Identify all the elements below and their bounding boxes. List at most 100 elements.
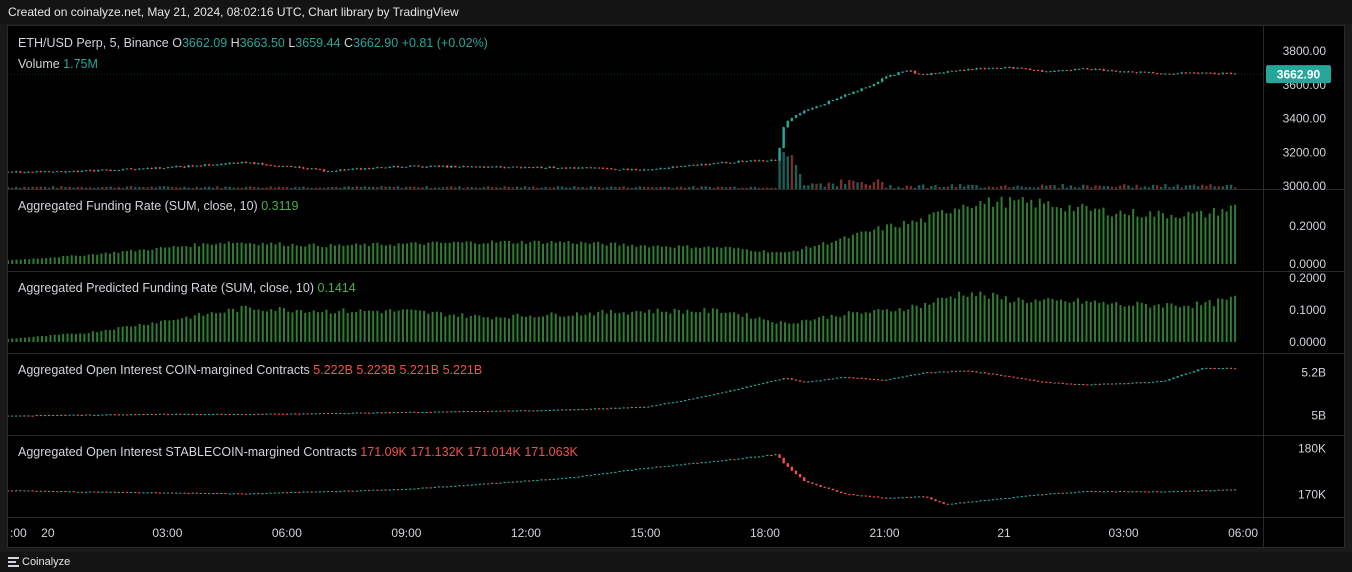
oi-stable-series bbox=[8, 454, 1237, 505]
oi-coin-candle bbox=[1016, 377, 1019, 379]
predicted-funding-bar bbox=[1200, 305, 1203, 342]
oi-coin-candle bbox=[856, 377, 859, 379]
funding-bar bbox=[325, 247, 328, 264]
price-candle bbox=[466, 166, 469, 168]
oi-coin-candle bbox=[885, 379, 888, 381]
funding-bar bbox=[1221, 208, 1224, 264]
oi-coin-candle bbox=[138, 414, 141, 416]
price-candle bbox=[1024, 68, 1028, 70]
oi-stable-candle bbox=[610, 472, 613, 474]
oi-stable-candle bbox=[967, 501, 970, 503]
oi-stable-candle bbox=[97, 491, 100, 493]
volume-bar bbox=[154, 187, 157, 189]
oi-stable-candle bbox=[909, 496, 913, 498]
price-candle bbox=[236, 162, 240, 164]
oi-coin-candle bbox=[819, 380, 822, 382]
predicted-funding-bar bbox=[491, 319, 494, 342]
oi-coin-candle bbox=[335, 412, 338, 414]
price-candle bbox=[917, 73, 921, 75]
predicted-funding-bar bbox=[915, 305, 918, 342]
funding-bar bbox=[486, 243, 489, 264]
oi-coin-candle bbox=[113, 414, 116, 416]
price-candle bbox=[388, 166, 391, 168]
predicted-funding-bar bbox=[902, 311, 905, 342]
oi-stable-candle bbox=[1053, 493, 1056, 495]
price-candle bbox=[162, 168, 166, 170]
price-candle bbox=[1205, 72, 1208, 74]
predicted-funding-bar bbox=[699, 312, 702, 342]
price-candle bbox=[207, 164, 211, 166]
chart-svg[interactable]: 3000.003200.003400.003600.003800.003662.… bbox=[8, 26, 1344, 547]
oi-stable-candle bbox=[384, 489, 387, 491]
volume-bar bbox=[880, 181, 884, 189]
volume-bar bbox=[314, 187, 318, 189]
oi-stable-candle bbox=[207, 493, 211, 495]
price-candle bbox=[675, 166, 679, 168]
volume-bar bbox=[474, 187, 478, 189]
volume-bar bbox=[166, 186, 170, 189]
oi-coin-candle bbox=[314, 413, 318, 415]
oi-stable-candle bbox=[92, 491, 96, 493]
predicted-funding-bar bbox=[32, 336, 35, 342]
oi-stable-candle bbox=[1217, 489, 1220, 491]
oi-coin-candle bbox=[117, 414, 121, 416]
volume-bar bbox=[289, 187, 293, 189]
volume-bar bbox=[963, 186, 966, 189]
funding-bar bbox=[367, 245, 370, 264]
volume-bar bbox=[113, 187, 116, 189]
funding-bar bbox=[597, 241, 600, 264]
oi-stable-candle bbox=[585, 475, 588, 477]
oi-stable-candle bbox=[552, 478, 556, 480]
funding-bar bbox=[614, 242, 617, 264]
chart-background bbox=[8, 26, 1344, 547]
oi-stable-candle bbox=[224, 493, 227, 495]
chart-container[interactable]: 3000.00 3200.00 3400.00 3600.00 3800.00 3662.… bbox=[7, 25, 1345, 548]
funding-bar bbox=[410, 242, 413, 264]
volume-bar bbox=[1036, 187, 1040, 189]
predicted-funding-bar bbox=[495, 316, 498, 342]
oi-stable-candle bbox=[802, 477, 806, 481]
predicted-funding-bar bbox=[983, 295, 986, 342]
oi-stable-candle bbox=[1184, 490, 1188, 492]
funding-bar bbox=[380, 244, 383, 264]
oi-coin-candle bbox=[622, 407, 625, 409]
price-candle bbox=[1008, 67, 1011, 69]
oi-coin-candle bbox=[408, 411, 412, 413]
oi-coin-candle bbox=[281, 413, 285, 415]
oi-stable-candle bbox=[257, 493, 260, 495]
funding-legend: Aggregated Funding Rate (SUM, close, 10)… bbox=[18, 199, 299, 213]
oi-stable-candle bbox=[1127, 491, 1130, 493]
volume-bar bbox=[187, 187, 190, 189]
funding-bar bbox=[1136, 216, 1139, 264]
volume-bar bbox=[1192, 184, 1196, 189]
oi-coin-candle bbox=[482, 411, 486, 413]
oi-stable-candle bbox=[1131, 491, 1134, 493]
price-candle bbox=[659, 168, 662, 170]
volume-bar bbox=[610, 186, 613, 189]
predicted-funding-bar bbox=[376, 310, 379, 342]
oi-stable-legend-value: 171.063K bbox=[524, 445, 578, 459]
price-candle bbox=[696, 164, 699, 166]
funding-bar bbox=[423, 244, 426, 264]
oi-stable-candle bbox=[667, 465, 670, 467]
predicted-funding-bar bbox=[1217, 298, 1220, 342]
oi-stable-candle bbox=[84, 491, 88, 493]
oi-coin-candle bbox=[23, 415, 26, 417]
price-candle bbox=[647, 169, 650, 171]
volume-bar bbox=[429, 187, 432, 189]
predicted-funding-bar bbox=[1119, 305, 1122, 342]
funding-bar bbox=[295, 245, 298, 264]
footer-brand[interactable]: Coinalyze bbox=[22, 556, 71, 568]
predicted-funding-bar bbox=[1047, 298, 1050, 342]
price-candle bbox=[458, 166, 461, 168]
oi-coin-candle bbox=[1114, 383, 1118, 385]
oi-coin-candle bbox=[125, 414, 129, 416]
funding-bar bbox=[1127, 215, 1130, 264]
funding-bar bbox=[665, 246, 668, 264]
volume-bar bbox=[1213, 186, 1216, 189]
predicted-funding-bar bbox=[155, 323, 158, 342]
oi-stable-candle bbox=[1102, 491, 1105, 493]
oi-coin-candle bbox=[1012, 376, 1015, 378]
price-candle bbox=[819, 105, 822, 107]
oi-coin-candle bbox=[474, 411, 478, 413]
